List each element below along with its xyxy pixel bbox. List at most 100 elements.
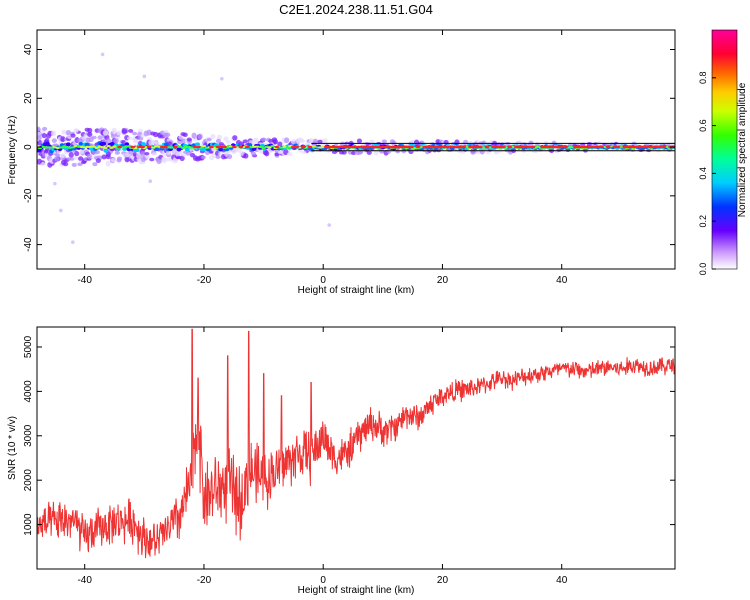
- spectrogram-peak-cell: [615, 145, 621, 149]
- spectrogram-outlier-0: [100, 52, 105, 57]
- spectrogram-peak-cell: [428, 145, 434, 149]
- spectrogram-cell: [134, 148, 140, 153]
- spectrogram-peak-cell: [369, 145, 375, 149]
- spectrogram-cell: [40, 162, 46, 166]
- spectrogram-cell: [37, 135, 42, 141]
- spectrogram-cell: [236, 147, 242, 153]
- spectrogram-cell: [286, 152, 293, 156]
- snr-y-tick-label: 2000: [23, 469, 34, 492]
- spectrogram-peak-cell: [359, 145, 365, 149]
- spectrogram-cell: [277, 150, 283, 155]
- spectrogram-cell: [94, 150, 101, 155]
- spectrogram-cell: [177, 145, 183, 148]
- spectrogram-peak-cell: [540, 145, 546, 149]
- spectrogram-cell: [65, 129, 71, 136]
- spectrogram-cell: [261, 137, 267, 142]
- spectrogram-cell: [103, 148, 109, 153]
- spectrogram-outlier-7: [327, 223, 331, 227]
- spectrogram-peak-cell: [497, 145, 503, 149]
- spectrogram-peak-cell: [530, 145, 536, 149]
- spectrogram-peak-cell: [523, 145, 529, 149]
- spectrogram-cell: [79, 149, 85, 154]
- spectrogram-peak-cell: [612, 145, 618, 149]
- spectrogram-cell: [182, 132, 188, 137]
- colorbar-tick-label: 0.2: [698, 215, 708, 228]
- spectrogram-peak-cell: [218, 145, 224, 149]
- spectrogram-peak-cell: [625, 145, 631, 149]
- spectrogram-peak-cell: [389, 145, 395, 149]
- spectrogram-peak-cell: [563, 145, 568, 149]
- spectrogram-peak-cell: [658, 145, 664, 149]
- spectrogram-cell: [188, 148, 194, 152]
- snr-y-tick-label: 3000: [23, 424, 34, 447]
- spectrogram-peak-cell: [395, 145, 401, 149]
- spectrogram-peak-cell: [592, 145, 598, 149]
- spectrogram-peak-cell: [300, 145, 306, 149]
- spectrogram-cell: [124, 142, 130, 147]
- spectrogram-cell: [113, 137, 119, 144]
- spectrogram-peak-cell: [628, 145, 634, 149]
- spectrogram-cell: [50, 130, 57, 137]
- snr-x-tick-label: 20: [437, 575, 449, 586]
- spectrogram-x-label: Height of straight line (km): [298, 285, 415, 296]
- spectrogram-cell: [151, 146, 156, 149]
- spectrogram-peak-cell: [461, 145, 467, 149]
- spectrogram-peak-cell: [172, 145, 178, 149]
- spectrogram-peak-cell: [553, 145, 559, 149]
- spectrogram-peak-cell: [438, 145, 444, 149]
- spectrogram-cell: [270, 145, 275, 148]
- colorbar-ticks: 0.0 0.2 0.4 0.6 0.8: [698, 72, 716, 275]
- spectrogram-peak-cell: [136, 145, 142, 149]
- spectrogram-cell: [163, 142, 169, 147]
- spectrogram-peak-cell: [494, 145, 500, 149]
- spectrogram-cell: [226, 154, 233, 160]
- spectrogram-cell: [70, 133, 76, 138]
- colorbar-tick-label: 0.8: [698, 72, 708, 85]
- spectrogram-peak-cell: [527, 145, 532, 149]
- spectrogram-peak-cell: [350, 145, 355, 149]
- spectrogram-cell: [106, 138, 112, 145]
- spectrogram-cell: [179, 155, 185, 162]
- spectrogram-peak-cell: [379, 145, 385, 149]
- snr-frame: [36, 326, 676, 570]
- spectrogram-peak-cell: [238, 145, 244, 149]
- spectrogram-peak-cell: [513, 145, 519, 149]
- spectrogram-cell: [128, 128, 134, 133]
- spectrogram-y-tick-label: -40: [23, 237, 34, 252]
- spectrogram-cell: [78, 156, 84, 161]
- snr-x-label: Height of straight line (km): [298, 585, 415, 596]
- spectrogram-peak-cell: [448, 145, 454, 149]
- spectrogram-peak-cell: [146, 145, 152, 149]
- spectrogram-peak-cell: [556, 145, 562, 149]
- spectrogram-panel: -40 -20 0 20 40 -40 -20 0 20 40 Height of straig…: [7, 29, 676, 296]
- colorbar-label: Normalized spectral amplitude: [737, 82, 748, 217]
- spectrogram-cell: [61, 129, 67, 135]
- snr-plot-area: [37, 328, 675, 559]
- spectrogram-cell: [37, 126, 41, 133]
- spectrogram-peak-cell: [163, 145, 168, 149]
- spectrogram-cell: [165, 132, 171, 138]
- spectrogram-cell: [299, 138, 306, 143]
- spectrogram-peak-cell: [468, 145, 473, 149]
- spectrogram-peak-cell: [422, 145, 427, 149]
- spectrogram-cell: [55, 153, 61, 157]
- spectrogram-cell: [232, 135, 238, 141]
- snr-y-tick-label: 1000: [23, 513, 34, 536]
- spectrogram-cell: [111, 127, 117, 134]
- spectrogram-peak-cell: [576, 145, 582, 149]
- spectrogram-cell: [172, 157, 178, 164]
- spectrogram-cell: [42, 126, 48, 131]
- spectrogram-cell: [144, 152, 150, 156]
- spectrogram-x-tick-label: 20: [437, 275, 449, 286]
- spectrogram-cell: [140, 151, 146, 157]
- spectrogram-peak-cell: [402, 145, 408, 149]
- snr-y-axis: 1000 2000 3000 4000 5000: [23, 335, 675, 536]
- spectrogram-peak-cell: [471, 145, 477, 149]
- spectrogram-cell: [277, 141, 283, 147]
- spectrogram-cell: [191, 132, 197, 139]
- spectrogram-peak-cell: [192, 145, 198, 149]
- spectrogram-cell: [149, 157, 155, 162]
- spectrogram-peak-cell: [573, 145, 578, 149]
- snr-x-tick-label: 0: [320, 575, 326, 586]
